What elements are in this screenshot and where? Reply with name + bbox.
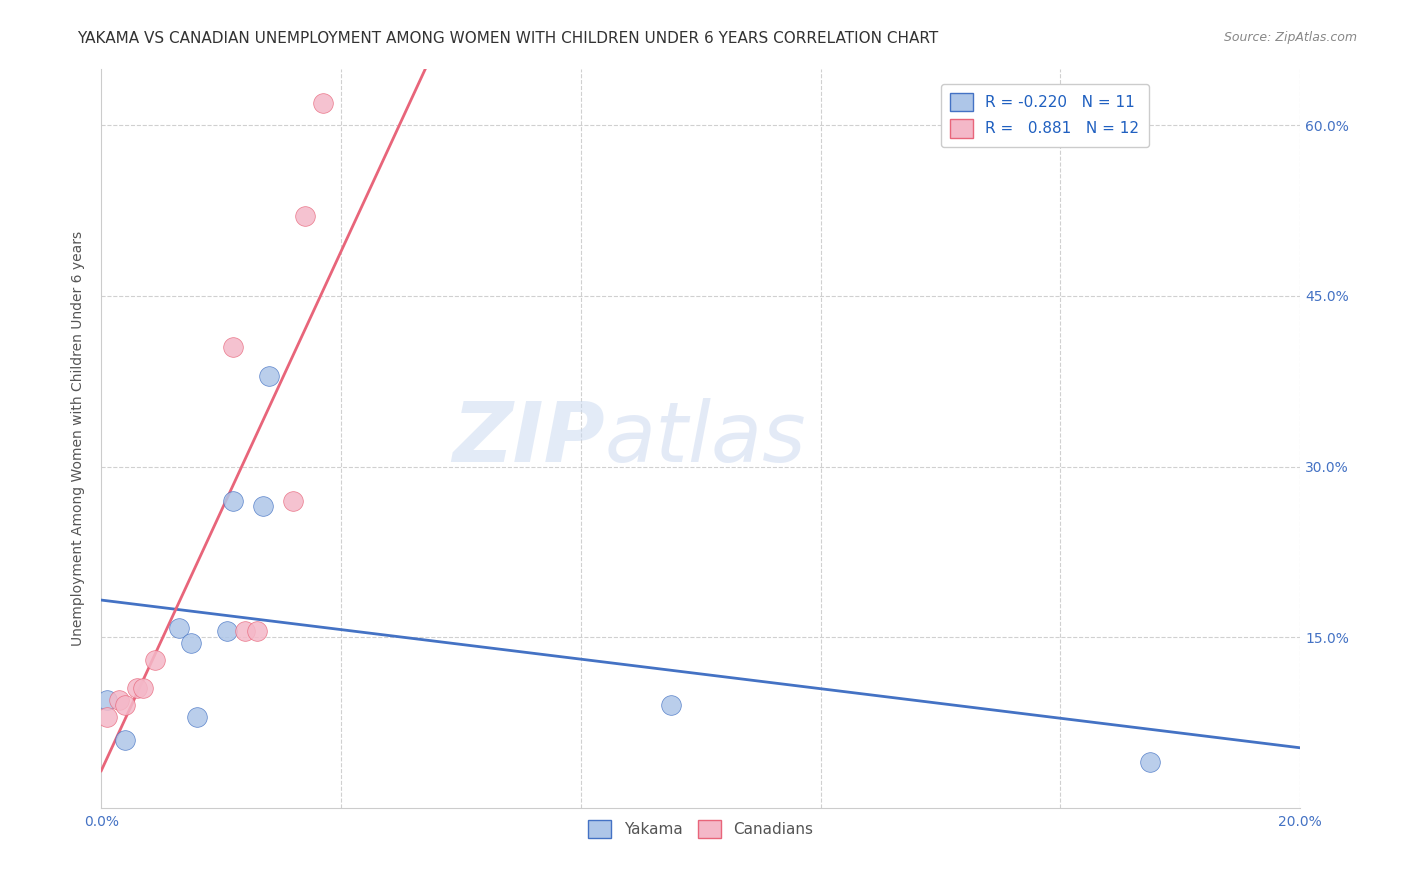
Point	[252, 500, 274, 514]
Point	[180, 636, 202, 650]
Point	[217, 624, 239, 639]
Text: Source: ZipAtlas.com: Source: ZipAtlas.com	[1223, 31, 1357, 45]
Y-axis label: Unemployment Among Women with Children Under 6 years: Unemployment Among Women with Children U…	[72, 230, 86, 646]
Point	[233, 624, 256, 639]
Point	[108, 692, 131, 706]
Legend: Yakama, Canadians: Yakama, Canadians	[582, 814, 818, 845]
Point	[246, 624, 269, 639]
Point	[281, 493, 304, 508]
Text: YAKAMA VS CANADIAN UNEMPLOYMENT AMONG WOMEN WITH CHILDREN UNDER 6 YEARS CORRELAT: YAKAMA VS CANADIAN UNEMPLOYMENT AMONG WO…	[77, 31, 939, 46]
Text: atlas: atlas	[605, 398, 807, 479]
Point	[312, 95, 335, 110]
Point	[143, 653, 166, 667]
Point	[96, 692, 118, 706]
Point	[222, 493, 245, 508]
Point	[186, 710, 208, 724]
Point	[222, 340, 245, 354]
Point	[114, 732, 136, 747]
Point	[96, 710, 118, 724]
Point	[294, 210, 316, 224]
Point	[257, 368, 280, 383]
Point	[659, 698, 682, 713]
Point	[132, 681, 155, 696]
Text: ZIP: ZIP	[453, 398, 605, 479]
Point	[1139, 756, 1161, 770]
Point	[127, 681, 149, 696]
Point	[167, 621, 190, 635]
Point	[114, 698, 136, 713]
